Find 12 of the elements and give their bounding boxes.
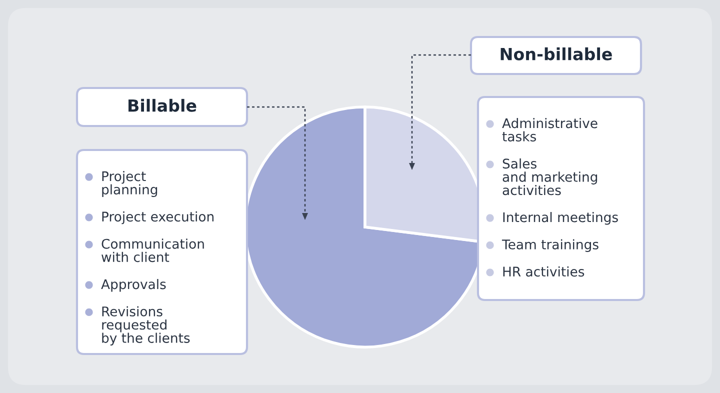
text: Project planning — [102, 171, 158, 198]
text: Administrative tasks — [502, 118, 598, 142]
slice-label: Non-billable — [500, 47, 612, 60]
text: Sales and marketing activities — [502, 158, 598, 196]
text: Approvals — [101, 279, 166, 292]
text: HR activities — [503, 266, 584, 277]
text: Internal meetings — [503, 212, 618, 225]
slice-label: Billable — [128, 98, 196, 112]
text: Team trainings — [502, 239, 598, 252]
text: Communication with client — [102, 238, 204, 262]
text: Revisions requested by the clients — [102, 306, 190, 346]
text: Project execution — [102, 211, 214, 224]
